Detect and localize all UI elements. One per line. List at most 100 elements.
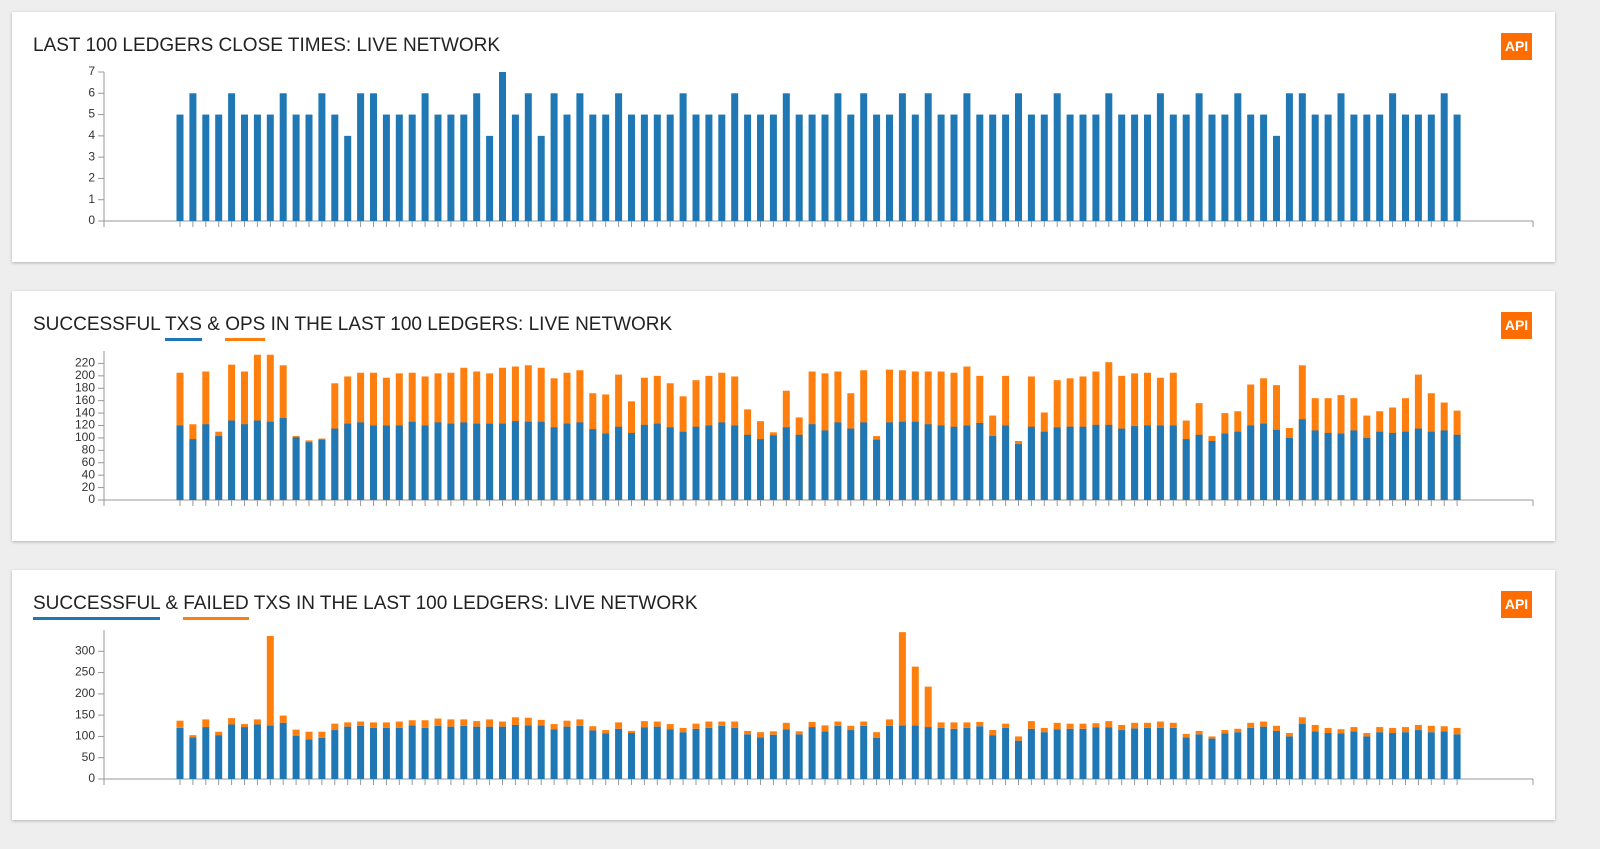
bar [1440,731,1448,779]
y-tick-label: 100 [75,729,95,743]
bar [1169,722,1177,728]
bar [1234,732,1242,779]
api-button[interactable]: API [1501,312,1532,339]
bar [731,727,739,779]
bar [834,422,842,500]
bar [769,114,777,221]
bar [305,739,313,779]
bar [1273,429,1280,500]
bar [860,93,868,221]
bar [563,114,571,221]
bar [253,724,261,779]
bar [460,114,468,221]
y-tick-label: 6 [88,85,95,99]
bar [808,424,816,500]
chart-card: 0 50 100 150 200 250 300 SUCCESSFUL & FAILED T… [12,570,1555,820]
bar [524,725,532,779]
bar [576,719,584,726]
bar [1234,431,1242,500]
bar [1131,114,1139,221]
bar [628,114,635,221]
bar [679,727,687,733]
bar [653,726,661,779]
bar [1092,114,1100,221]
bar [176,114,184,221]
bar [976,726,984,779]
bar [511,717,519,725]
bar [640,424,648,500]
bar [615,722,623,729]
api-button[interactable]: API [1501,591,1532,618]
y-tick-label: 200 [75,368,95,382]
bar [937,727,945,779]
bar [1002,425,1010,500]
bar [640,727,648,779]
bar [950,722,958,729]
title-text: IN THE LAST 100 LEDGERS: LIVE NETWORK [270,314,673,335]
bar [963,727,971,779]
bar [873,439,881,500]
api-button[interactable]: API [1501,33,1532,60]
bar [666,729,674,779]
bar [718,725,726,779]
bar [1414,114,1422,221]
bar [1363,437,1371,500]
y-tick-label: 4 [88,128,95,142]
bar [1221,733,1229,779]
bar [1079,728,1087,779]
bar [615,426,623,500]
bar [860,721,868,726]
y-tick-label: 20 [82,480,96,494]
bar [628,730,635,734]
bar [989,735,997,779]
bar [1053,427,1061,500]
bar [344,726,352,779]
bar [782,427,790,500]
bar [305,442,313,500]
y-tick-label: 120 [75,418,95,432]
y-tick-label: 150 [75,707,95,721]
bar [1285,437,1293,500]
bar [1350,430,1358,500]
bar [382,114,390,221]
bar [318,737,326,779]
bar [1195,93,1203,221]
bar [1131,728,1139,779]
bar [382,722,390,728]
bar [331,730,339,779]
bar [1156,721,1164,728]
bar [357,725,365,779]
bar [1131,426,1139,500]
bar [241,727,248,779]
bar [963,425,971,500]
bar [331,723,339,731]
bar [911,114,919,221]
bar [382,727,390,779]
bar [911,666,919,726]
bar [241,424,248,500]
bar [511,421,519,500]
bar [189,93,197,221]
bar [1311,430,1319,500]
bar [602,433,610,500]
chart-title: SUCCESSFUL & FAILED TXS IN THE LAST 100 … [33,593,698,620]
bar [1208,738,1216,779]
y-tick-label: 80 [82,443,96,457]
bar [460,719,468,726]
bar [1105,93,1113,221]
bar [1156,727,1164,779]
bar [228,724,236,779]
bar [499,726,506,779]
bar [266,635,274,726]
bar [1285,733,1293,737]
bar [228,718,236,725]
bar [1118,428,1126,500]
bar [1195,434,1203,500]
bar [1414,428,1422,500]
bar [563,423,571,500]
bar [1402,114,1409,221]
bar [1298,419,1306,500]
bar [873,732,881,738]
bar [292,437,300,500]
